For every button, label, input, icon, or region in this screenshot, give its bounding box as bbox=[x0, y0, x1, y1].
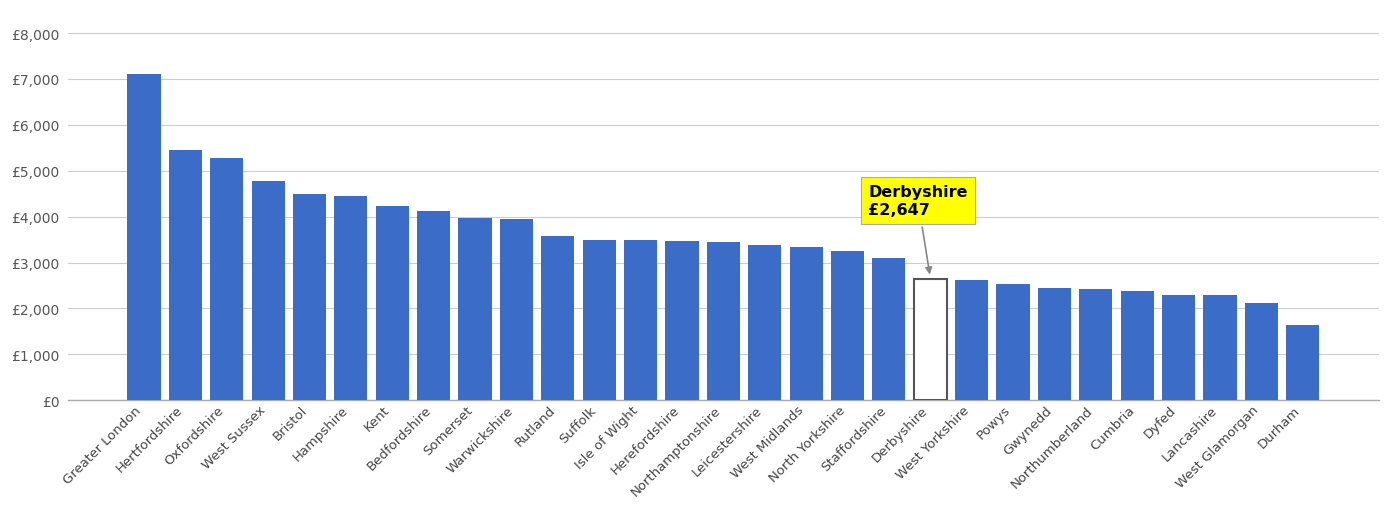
Bar bbox=[210, 159, 243, 401]
Bar bbox=[748, 246, 781, 401]
Bar bbox=[500, 219, 532, 401]
Bar bbox=[955, 280, 988, 401]
Bar bbox=[128, 75, 160, 401]
Bar bbox=[790, 247, 823, 401]
Bar bbox=[252, 182, 285, 401]
Bar bbox=[831, 251, 865, 401]
Bar bbox=[1286, 325, 1319, 401]
Bar bbox=[913, 279, 947, 401]
Bar bbox=[666, 241, 699, 401]
Bar bbox=[582, 240, 616, 401]
Bar bbox=[997, 285, 1030, 401]
Bar bbox=[1038, 288, 1070, 401]
Text: Derbyshire
£2,647: Derbyshire £2,647 bbox=[869, 185, 967, 273]
Bar bbox=[168, 151, 202, 401]
Bar bbox=[293, 194, 327, 401]
Bar bbox=[873, 259, 905, 401]
Bar bbox=[624, 241, 657, 401]
Bar bbox=[375, 207, 409, 401]
Bar bbox=[335, 196, 367, 401]
Bar bbox=[706, 242, 739, 401]
Bar bbox=[1079, 290, 1112, 401]
Bar bbox=[1245, 303, 1277, 401]
Bar bbox=[417, 212, 450, 401]
Bar bbox=[541, 237, 574, 401]
Bar bbox=[1162, 295, 1195, 401]
Bar bbox=[459, 218, 492, 401]
Bar bbox=[1204, 296, 1237, 401]
Bar bbox=[1120, 292, 1154, 401]
